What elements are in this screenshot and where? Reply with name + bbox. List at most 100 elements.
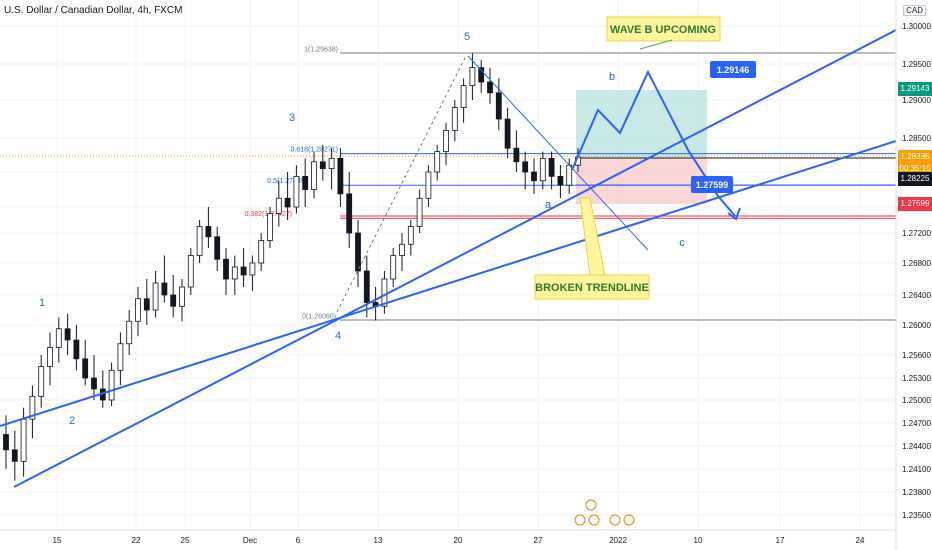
candle-body <box>179 286 185 307</box>
target-down-box[interactable] <box>691 176 733 193</box>
wave-label: 3 <box>289 112 295 124</box>
candle-body <box>469 67 476 86</box>
candle-body <box>355 232 361 272</box>
candle-body <box>531 171 537 182</box>
trendline-steep[interactable] <box>13 29 897 488</box>
projection-path[interactable] <box>571 69 736 217</box>
position-zones <box>576 90 707 204</box>
horizontal-lines <box>0 52 896 321</box>
candle-body <box>267 213 273 241</box>
candle-body <box>214 236 221 260</box>
fib-label: 1(1.29638) <box>304 47 338 54</box>
price-tick-label: 1.24700 <box>902 419 931 428</box>
candle-body <box>161 282 168 296</box>
candle-body <box>108 369 115 401</box>
price-tick-label: 1.26000 <box>902 321 931 330</box>
candles <box>3 53 581 481</box>
candle-body <box>258 240 265 264</box>
event-icon[interactable] <box>574 514 586 526</box>
candle-body <box>170 294 177 307</box>
wave-b-note: WAVE B UPCOMING <box>610 24 716 36</box>
time-tick-label: 15 <box>53 536 62 545</box>
candle-body <box>249 262 256 276</box>
broken-note-box[interactable] <box>534 274 650 300</box>
time-tick-label: 24 <box>856 536 865 545</box>
wave-label: c <box>679 237 685 249</box>
wave-b-pointer <box>639 39 673 50</box>
time-tick-label: 20 <box>454 536 463 545</box>
candle-body <box>91 377 97 390</box>
candle-body <box>82 358 89 379</box>
price-tick-label: 1.26800 <box>902 259 931 268</box>
channel-line[interactable] <box>467 55 649 251</box>
price-tick-label: 1.23800 <box>902 488 931 497</box>
time-tick-label: 27 <box>534 536 543 545</box>
time-axis[interactable]: 15 22 25 Dec 6 13 20 27 2022 10 17 24 <box>53 536 865 545</box>
candle-body <box>337 157 344 195</box>
time-tick-label: 2022 <box>609 536 627 545</box>
time-tick-label: 22 <box>132 536 141 545</box>
candle-body <box>363 270 370 303</box>
candle-body <box>223 258 229 280</box>
price-tick-label: 1.25600 <box>902 351 931 360</box>
candle-body <box>425 171 432 199</box>
time-tick-label: 10 <box>694 536 703 545</box>
candle-body <box>20 418 27 462</box>
wave-label: 4 <box>335 330 341 342</box>
price-tag: 1.28235 <box>898 150 932 164</box>
price-tick-label: 1.25000 <box>902 396 931 405</box>
event-icon[interactable] <box>588 514 600 526</box>
fib-label: 0.618(1.28271) <box>291 147 338 154</box>
time-tick-label: Dec <box>243 536 257 545</box>
candle-body <box>451 107 458 131</box>
wave-labels: 1 2 3 4 5 a b c <box>39 31 685 427</box>
candle-body <box>3 434 9 451</box>
price-tag: 1.27599 <box>898 197 932 211</box>
candle-body <box>399 243 405 256</box>
time-tick-label: 6 <box>296 536 301 545</box>
time-tick-label: 25 <box>181 536 190 545</box>
candle-body <box>293 175 300 208</box>
price-tick-label: 1.29500 <box>902 60 931 69</box>
event-icon[interactable] <box>623 514 635 526</box>
candle-body <box>284 197 291 208</box>
price-tick-label: 1.28500 <box>902 134 931 143</box>
event-icons <box>574 499 635 526</box>
target-down-label: 1.27599 <box>696 180 729 190</box>
price-tick-label: 1.30000 <box>902 22 931 31</box>
wave-label: a <box>545 199 552 211</box>
candle-body <box>38 366 45 397</box>
wave-b-note-box[interactable] <box>606 16 721 42</box>
candle-body <box>319 161 326 170</box>
candle-body <box>443 129 449 152</box>
profit-zone <box>576 90 707 158</box>
time-tick-label: 17 <box>776 536 785 545</box>
candle-body <box>390 255 397 280</box>
time-tick-label: 13 <box>374 536 383 545</box>
candle-body <box>143 298 150 311</box>
candle-body <box>478 67 485 83</box>
candle-body <box>126 320 133 345</box>
candle-body <box>64 328 71 341</box>
candle-body <box>381 278 388 307</box>
candle-body <box>135 298 141 322</box>
trendlines <box>0 29 897 488</box>
candle-body <box>231 266 238 280</box>
candle-body <box>346 193 353 234</box>
candle-body <box>205 226 212 238</box>
target-up-box[interactable] <box>710 61 756 78</box>
fib-label: 0(1.26060) <box>302 314 336 321</box>
wave-label: 2 <box>69 415 75 427</box>
event-icon[interactable] <box>609 514 621 526</box>
currency-label[interactable]: CAD <box>903 5 926 16</box>
candle-body <box>47 347 53 367</box>
broken-note: BROKEN TRENDLINE <box>535 282 649 294</box>
candle-body <box>187 255 194 288</box>
event-icon[interactable] <box>585 499 597 511</box>
candle-body <box>460 85 467 108</box>
candle-body <box>196 226 203 256</box>
trendline-shallow[interactable] <box>0 140 897 427</box>
price-tag: 1.28225 <box>898 172 932 186</box>
